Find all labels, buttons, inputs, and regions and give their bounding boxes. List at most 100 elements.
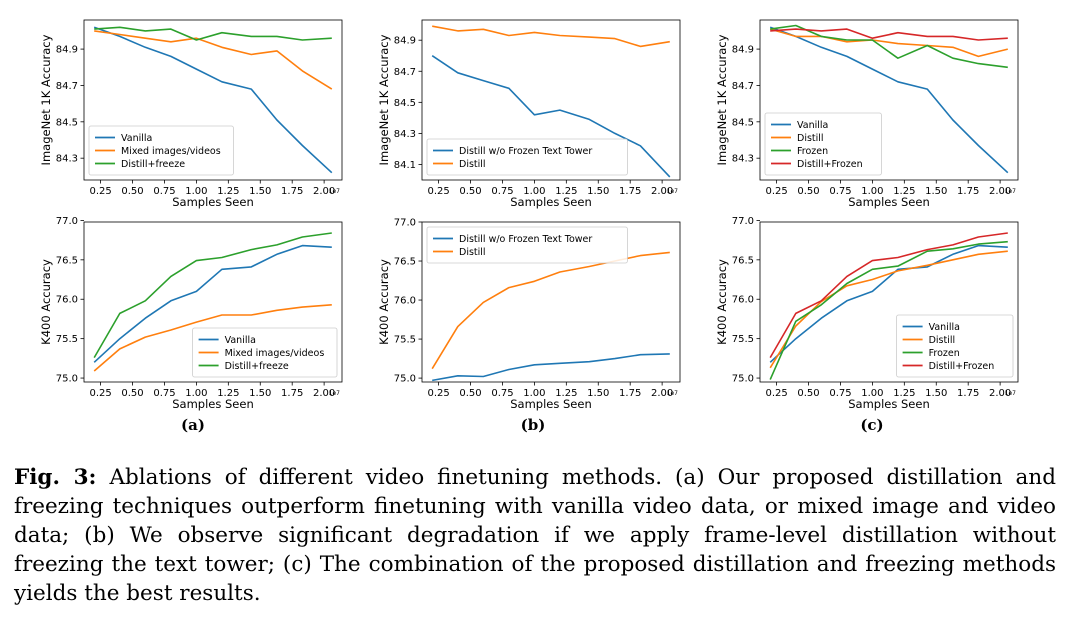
plot-frame: [759, 19, 1019, 181]
y-axis-title: ImageNet 1K Accuracy: [39, 34, 53, 165]
legend-label: Frozen: [929, 348, 960, 359]
legend-label: Frozen: [797, 146, 828, 157]
y-tick-label: 84.3: [732, 154, 754, 165]
series-line-b-bottom-0: [432, 353, 670, 382]
y-axis-title: K400 Accuracy: [715, 259, 729, 345]
y-tick-label: 84.5: [732, 117, 754, 128]
plot-frame: [83, 221, 343, 383]
x-axis-title: Samples Seen: [848, 397, 930, 411]
x-tick-label: 0.75: [153, 186, 175, 197]
legend-label: Vanilla: [929, 322, 960, 333]
legend-box: [896, 314, 1014, 378]
chart-a-top: 0.25 0.50 0.75 1.00 1.25 1.50 1.75 2.00 84.3 84.5…: [39, 19, 343, 209]
legend-label: Mixed images/videos: [121, 146, 221, 157]
legend-label: Mixed images/videos: [225, 348, 325, 359]
y-tick-label: 76.0: [732, 295, 754, 306]
y-tick-label: 84.3: [56, 154, 78, 165]
y-tick-label: 75.5: [56, 334, 78, 345]
series-line-a-bottom-2: [93, 232, 332, 359]
x-tick-label: 0.25: [765, 388, 787, 399]
legend-label: Distill: [929, 335, 956, 346]
x-tick-label: 0.75: [491, 388, 513, 399]
x-tick-label: 0.50: [459, 388, 481, 399]
figure: 0.25 0.50 0.75 1.00 1.25 1.50 1.75 2.00 84.3 84.5…: [39, 19, 1019, 434]
series-line-b-bottom-1: [431, 251, 670, 370]
x-exponent-label: 1e7: [329, 188, 341, 195]
y-tick-label: 76.0: [56, 295, 78, 306]
y-tick-label: 84.3: [394, 129, 416, 140]
x-axis-title: Samples Seen: [172, 195, 254, 209]
series-line-a-bottom-1: [93, 304, 332, 372]
x-tick-label: 2.00: [989, 186, 1011, 197]
y-tick-label: 84.9: [394, 36, 416, 47]
series-line-c-top-0: [769, 26, 1009, 174]
x-tick-label: 0.50: [121, 186, 143, 197]
legend: Distill w/o Frozen Text Tower Distill: [426, 138, 628, 176]
x-tick-label: 1.00: [185, 388, 207, 399]
x-tick-label: 2.00: [313, 186, 335, 197]
y-tick-label: 77.0: [732, 216, 754, 227]
legend-label: Distill: [459, 247, 486, 258]
y-tick-label: 84.7: [732, 81, 754, 92]
panel-label: (b): [521, 416, 546, 434]
x-tick-label: 1.00: [861, 388, 883, 399]
x-tick-label: 0.50: [121, 388, 143, 399]
series-line-c-top-3: [770, 28, 1008, 41]
y-tick-label: 76.5: [732, 255, 754, 266]
x-tick-label: 0.25: [427, 186, 449, 197]
legend-label: Distill w/o Frozen Text Tower: [459, 146, 592, 157]
plot-frame: [83, 19, 343, 181]
y-tick-label: 84.5: [394, 98, 416, 109]
x-tick-label: 0.50: [797, 388, 819, 399]
legend-label: Distill+freeze: [121, 159, 185, 170]
legend: Vanilla Distill Frozen Distill+Frozen: [764, 112, 882, 176]
x-tick-label: 1.25: [217, 388, 239, 399]
chart-a-bottom: 0.25 0.50 0.75 1.00 1.25 1.50 1.75 2.00 75.0 75.5…: [39, 216, 343, 411]
x-tick-label: 0.25: [89, 186, 111, 197]
x-axis-title: Samples Seen: [510, 195, 592, 209]
y-tick-label: 84.7: [394, 67, 416, 78]
x-tick-label: 2.00: [651, 388, 673, 399]
x-tick-label: 1.25: [893, 388, 915, 399]
y-axis-title: ImageNet 1K Accuracy: [377, 34, 391, 165]
x-tick-label: 0.50: [797, 186, 819, 197]
legend-label: Vanilla: [225, 335, 256, 346]
series-line-c-bottom-0: [769, 244, 1008, 363]
series-line-a-top-1: [94, 30, 333, 90]
x-tick-label: 0.50: [459, 186, 481, 197]
x-tick-label: 0.75: [153, 388, 175, 399]
chart-b-bottom: 0.25 0.50 0.75 1.00 1.25 1.50 1.75 2.00 75.0 75.5…: [377, 218, 681, 411]
x-exponent-label: 1e7: [1005, 188, 1017, 195]
plot-frame: [759, 221, 1019, 383]
x-exponent-label: 1e7: [1005, 390, 1017, 397]
x-exponent-label: 1e7: [329, 390, 341, 397]
series-line-a-bottom-0: [93, 244, 332, 363]
legend-box: [764, 112, 882, 176]
y-axis-title: K400 Accuracy: [377, 259, 391, 345]
x-tick-label: 1.00: [861, 186, 883, 197]
caption-text: Ablations of different video finetuning …: [14, 465, 1056, 606]
x-axis-title: Samples Seen: [510, 397, 592, 411]
legend-label: Vanilla: [797, 120, 828, 131]
legend: Vanilla Mixed images/videos Distill+freeze: [192, 327, 338, 378]
legend-box: [192, 327, 338, 378]
y-tick-label: 84.5: [56, 117, 78, 128]
x-tick-label: 1.00: [523, 186, 545, 197]
series-line-c-top-1: [769, 28, 1008, 58]
y-tick-label: 77.0: [394, 218, 416, 229]
x-tick-label: 2.00: [989, 388, 1011, 399]
y-tick-label: 76.5: [394, 257, 416, 268]
x-tick-label: 1.50: [249, 186, 271, 197]
legend-label: Distill+Frozen: [797, 159, 863, 170]
figure-caption: Fig. 3: Ablations of different video fin…: [14, 463, 1056, 608]
x-tick-label: 1.00: [523, 388, 545, 399]
y-axis-title: K400 Accuracy: [39, 259, 53, 345]
legend-box: [88, 125, 234, 176]
x-tick-label: 1.25: [555, 186, 577, 197]
legend-box: [426, 226, 628, 264]
legend-label: Distill+freeze: [225, 361, 289, 372]
x-exponent-label: 1e7: [667, 390, 679, 397]
y-tick-label: 75.0: [394, 374, 416, 385]
x-tick-label: 2.00: [313, 388, 335, 399]
y-tick-label: 75.5: [732, 334, 754, 345]
